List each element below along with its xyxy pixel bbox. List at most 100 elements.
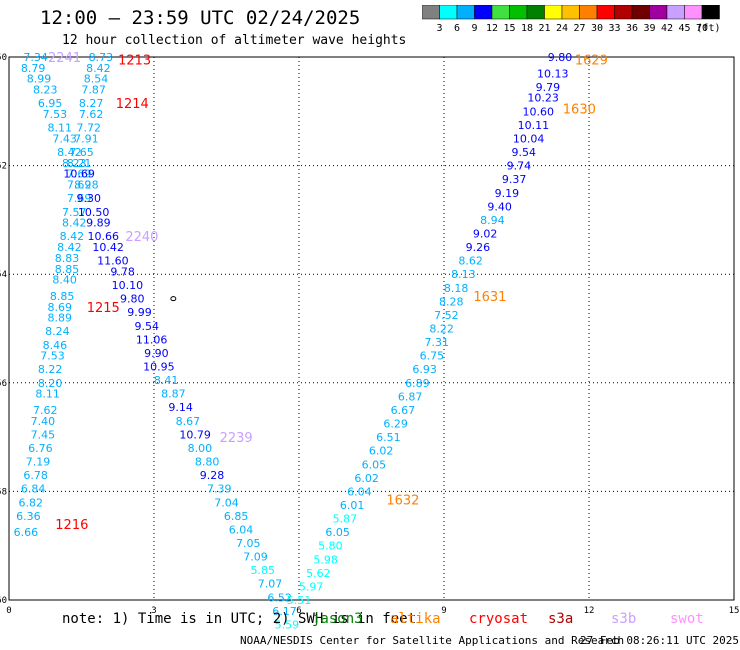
wave-height-value-s3b: 7.57 (62, 206, 87, 219)
wave-height-value-altika: 5.51 (287, 594, 312, 607)
x-tick-label: 9 (441, 606, 446, 616)
wave-height-value-s3b: 7.34 (23, 51, 48, 64)
footer-note: note: 1) Time is in UTC; 2) SWH is in fe… (62, 611, 417, 627)
wave-height-value-s3b: 8.42 (57, 146, 82, 159)
wave-height-value-cryosat: 9.90 (144, 347, 169, 360)
pass-time-label: 1216 (55, 518, 88, 533)
pass-time-label: 1630 (563, 103, 596, 118)
wave-height-value-cryosat: 8.41 (154, 374, 179, 387)
color-scale-label: 70 (696, 23, 708, 34)
wave-height-value-s3b: 6.84 (21, 483, 46, 496)
wave-height-value-cryosat: 9.30 (77, 192, 102, 205)
wave-height-value-cryosat: 6.17 (272, 605, 297, 618)
color-scale-label: 27 (573, 23, 585, 34)
wave-height-value-altika: 6.29 (383, 418, 408, 431)
wave-height-value-altika: 6.05 (362, 458, 387, 471)
wave-height-value-altika: 6.67 (391, 404, 416, 417)
wave-height-value-cryosat: 8.54 (84, 73, 109, 86)
legend-jason3: jason3 (312, 611, 363, 627)
wave-height-value-s3b: 8.79 (21, 62, 46, 75)
wave-height-value-s3b: 8.23 (62, 157, 87, 170)
wave-height-value-cryosat: 10.95 (143, 361, 175, 374)
y-tick-label: -50 (0, 53, 7, 63)
wave-height-value-altika: 5.98 (313, 553, 338, 566)
wave-height-value-cryosat: 7.05 (236, 537, 261, 550)
wave-height-value-s3b: 8.42 (57, 241, 82, 254)
wave-height-value-cryosat: 7.39 (207, 483, 232, 496)
wave-height-value-cryosat: 9.28 (200, 469, 225, 482)
wave-height-value-altika: 10.60 (523, 105, 555, 118)
wave-height-value-cryosat: 9.80 (120, 293, 145, 306)
color-scale-label: 6 (454, 23, 460, 34)
wave-height-value-s3b: 8.11 (48, 122, 73, 135)
wave-height-value-altika: 8.18 (444, 282, 469, 295)
wave-height-value-cryosat: 5.85 (251, 564, 276, 577)
wave-height-value-s3b: 8.42 (60, 230, 85, 243)
color-scale-label: 9 (471, 23, 477, 34)
wave-height-value-altika: 9.37 (502, 173, 527, 186)
wave-height-value-altika: 5.87 (333, 513, 358, 526)
wave-height-value-cryosat: 7.65 (69, 146, 94, 159)
pass-time-label: 1213 (118, 54, 151, 69)
color-scale-label: 21 (538, 23, 550, 34)
wave-height-value-cryosat: 7.07 (258, 578, 283, 591)
wave-height-value-altika: 6.87 (398, 390, 423, 403)
wave-height-value-s3b: 7.62 (33, 404, 58, 417)
wave-height-value-cryosat: 6.04 (229, 523, 254, 536)
color-scale-label: 15 (503, 23, 515, 34)
wave-height-value-altika: 8.28 (439, 295, 464, 308)
color-scale-label: 3 (436, 23, 442, 34)
wave-height-value-altika: 10.11 (518, 119, 550, 132)
wave-height-value-s3b: 6.36 (16, 510, 41, 523)
color-scale-unit: (ft) (696, 23, 720, 34)
x-tick-label: 15 (729, 606, 740, 616)
wave-height-value-s3b: 7.45 (31, 428, 56, 441)
wave-height-value-altika: 8.13 (451, 268, 476, 281)
wave-height-value-s3b: 8.69 (48, 301, 73, 314)
wave-height-value-altika: 8.62 (458, 255, 483, 268)
wave-height-value-cryosat: 11.06 (136, 333, 168, 346)
wave-height-value-cryosat: 8.00 (188, 442, 213, 455)
wave-height-value-altika: 8.94 (480, 214, 505, 227)
wave-height-value-cryosat: 8.73 (89, 51, 114, 64)
wave-height-value-s3b: 8.85 (50, 290, 75, 303)
wave-height-value-cryosat: 8.21 (67, 157, 92, 170)
wave-height-value-cryosat: 7.87 (81, 84, 106, 97)
wave-height-value-altika: 6.93 (412, 363, 437, 376)
wave-height-value-s3b: 6.76 (28, 442, 53, 455)
contour-mark (170, 296, 177, 302)
wave-height-value-s3b: 8.23 (33, 84, 58, 97)
wave-height-value-altika: 10.23 (527, 92, 559, 105)
wave-height-value-cryosat: 9.89 (86, 217, 111, 230)
wave-height-value-s3b: 8.42 (62, 217, 87, 230)
wave-height-value-s3b: 8.40 (52, 274, 77, 287)
wave-height-value-s3b: 8.89 (48, 312, 73, 325)
wave-height-value-cryosat: 6.85 (224, 510, 249, 523)
wave-height-value-altika: 6.51 (376, 431, 401, 444)
wave-height-value-altika: 5.80 (318, 540, 343, 553)
y-tick-label: -60 (0, 596, 7, 606)
wave-height-value-cryosat: 9.54 (135, 320, 160, 333)
wave-height-value-altika: 6.89 (405, 377, 430, 390)
wave-height-value-altika: 7.52 (434, 309, 459, 322)
wave-height-value-cryosat: 9.78 (110, 265, 135, 278)
color-scale-label: 36 (626, 23, 638, 34)
legend-s3b: s3b (611, 611, 637, 627)
wave-height-value-altika: 8.22 (429, 323, 454, 336)
wave-height-value-cryosat: 11.60 (97, 255, 129, 268)
pass-time-label: 1631 (473, 290, 506, 305)
wave-height-value-s3b: 8.11 (35, 388, 60, 401)
wave-height-value-cryosat: 8.27 (79, 97, 104, 110)
wave-height-value-cryosat: 10.42 (92, 241, 124, 254)
chart-subtitle: 12 hour collection of altimeter wave hei… (62, 33, 407, 48)
wave-height-value-altika: 9.19 (495, 187, 520, 200)
pass-time-label: 1215 (87, 301, 120, 316)
plot-frame (8, 56, 735, 601)
wave-height-value-cryosat: 8.87 (161, 388, 186, 401)
pass-time-label: 2240 (125, 230, 158, 245)
wave-height-value-altika: 6.75 (420, 350, 445, 363)
wave-height-value-s3b: 7.53 (43, 108, 68, 121)
wave-height-value-altika: 9.79 (536, 81, 561, 94)
pass-time-label: 1632 (386, 494, 419, 509)
